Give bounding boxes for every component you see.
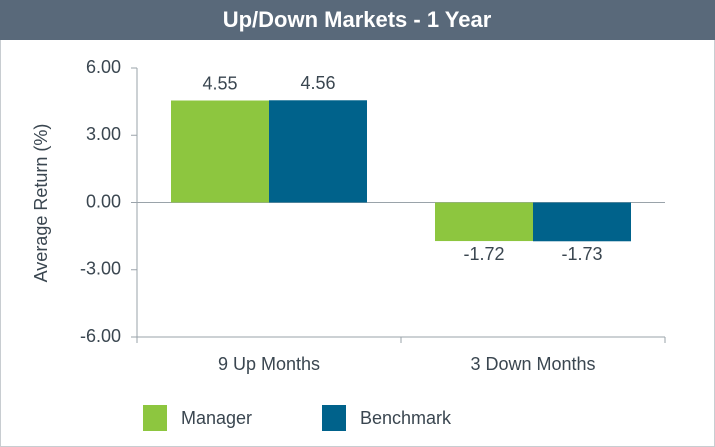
y-tick-label: 0.00 [86,191,121,211]
y-axis-label: Average Return (%) [31,124,51,283]
y-tick-label: 3.00 [86,124,121,144]
value-label: 4.56 [300,73,335,93]
bar [171,100,269,203]
chart-title: Up/Down Markets - 1 Year [223,7,492,32]
legend-label: Manager [181,408,252,428]
legend-swatch [143,405,167,431]
legend-label: Benchmark [360,408,452,428]
bar [435,202,533,242]
y-tick-label: -6.00 [80,326,121,346]
bar [533,202,631,242]
value-label: 4.55 [202,73,237,93]
y-tick-label: -3.00 [80,259,121,279]
title-bar [0,0,715,40]
x-tick-label: 3 Down Months [470,354,595,374]
value-label: -1.73 [561,244,602,264]
value-label: -1.72 [463,244,504,264]
y-tick-label: 6.00 [86,57,121,77]
legend-swatch [322,405,346,431]
bar [269,100,367,203]
x-tick-label: 9 Up Months [218,354,320,374]
